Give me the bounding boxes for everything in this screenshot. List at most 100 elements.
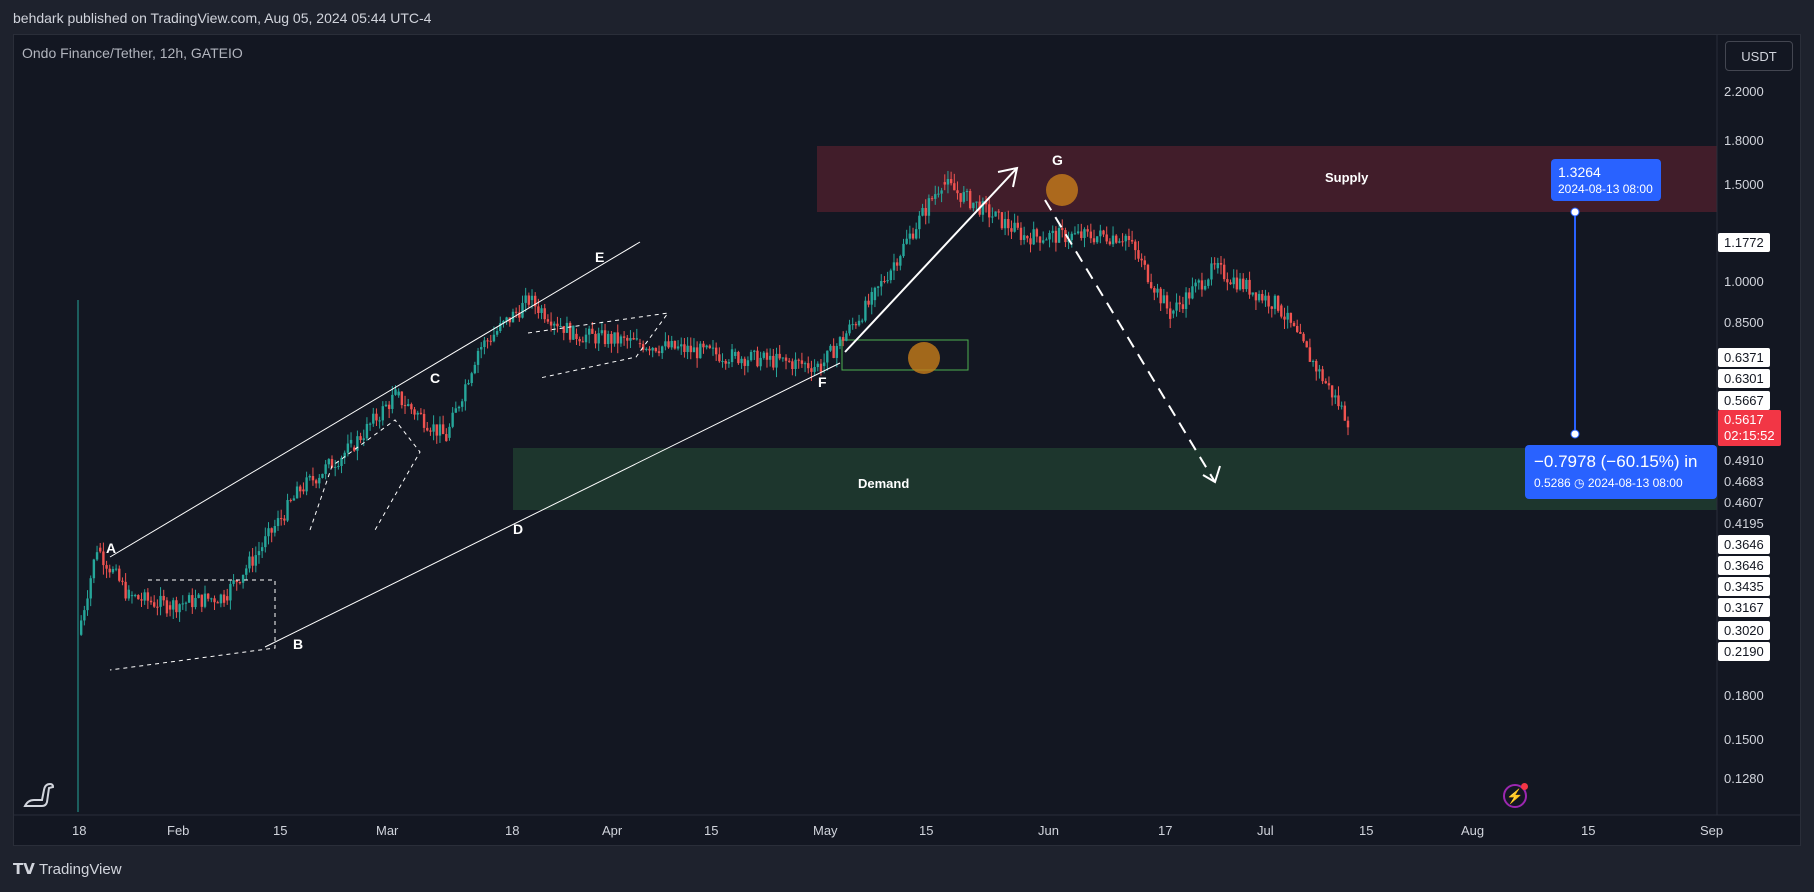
candle-body (1019, 227, 1023, 240)
candle-body (1010, 228, 1013, 232)
candle-body (680, 344, 683, 347)
candle-body (807, 363, 810, 369)
candle-body (467, 383, 470, 385)
candle-body (645, 348, 648, 350)
dino-icon[interactable] (22, 776, 56, 810)
footer-bar (0, 846, 1814, 892)
candle-body (584, 334, 588, 343)
marker-f-circle (908, 342, 940, 374)
arrow-down-head (1202, 465, 1221, 484)
point-e-label: E (595, 249, 605, 265)
candle-body (1086, 229, 1089, 232)
candle-body (79, 620, 83, 635)
currency-unit-button[interactable]: USDT (1725, 41, 1793, 71)
candle-body (572, 325, 575, 340)
candle-body (972, 202, 975, 209)
candle-body (1308, 347, 1312, 362)
candle-body (756, 350, 759, 367)
candle-body (410, 404, 413, 410)
candle-body (1016, 222, 1019, 228)
candle-body (130, 595, 134, 597)
x-tick-label: Apr (602, 823, 623, 838)
candle-body (505, 317, 508, 321)
arrow-up-line (844, 167, 1018, 353)
y-tick-label: 1.8000 (1724, 133, 1764, 148)
measure-target: 0.5286 ◷ 2024-08-13 08:00 (1534, 476, 1683, 490)
candle-body (937, 193, 940, 195)
candle-body (324, 464, 327, 474)
candle-body (1276, 295, 1280, 311)
tradingview-logo[interactable]: 𝗧𝗩 TradingView (13, 860, 122, 878)
candle-body (667, 341, 670, 348)
candle-body (1042, 240, 1045, 243)
x-tick-label: 17 (1158, 823, 1173, 838)
candle-body (219, 594, 223, 604)
candle-body (330, 459, 334, 468)
candle-body (1321, 369, 1324, 382)
candle-body (349, 439, 353, 444)
candle-body (1137, 250, 1140, 259)
point-g-label: G (1052, 152, 1063, 168)
candle-body (616, 332, 619, 344)
candle-body (146, 592, 150, 601)
candle-body (1092, 238, 1096, 243)
candle-body (343, 452, 346, 458)
point-c-label: C (430, 370, 441, 386)
candle-body (1108, 241, 1112, 245)
candle-body (661, 346, 664, 354)
y-tick-label: 0.1800 (1724, 688, 1764, 703)
candle-body (737, 351, 740, 364)
candle-body (438, 424, 442, 436)
candle-body (445, 434, 448, 442)
candle-body (356, 436, 359, 451)
lightning-icon[interactable]: ⚡ (1503, 783, 1528, 808)
axis-price-label: 0.4910 (1724, 453, 1764, 468)
candle-body (578, 338, 581, 342)
candle-body (241, 574, 245, 583)
candle-body (495, 331, 499, 335)
candle-body (1124, 235, 1127, 242)
candle-body (1076, 231, 1080, 234)
candle-body (397, 391, 400, 396)
candle-body (540, 308, 543, 314)
candle-body (1213, 263, 1216, 265)
candle-body (362, 438, 365, 441)
candle-body (489, 340, 492, 342)
candle-body (975, 201, 978, 203)
candle-body (876, 286, 880, 288)
candle-body (1305, 341, 1308, 348)
candle-body (772, 355, 775, 368)
candle-body (730, 349, 734, 363)
candle-body (657, 351, 661, 354)
candle-body (959, 193, 962, 202)
candle-body (699, 343, 702, 359)
candle-body (1334, 395, 1337, 398)
candle-body (124, 581, 127, 599)
candle-body (216, 602, 219, 604)
candle-body (838, 337, 842, 346)
candle-body (441, 424, 445, 435)
axis-price-label: 0.2190 (1718, 642, 1770, 661)
candle-body (476, 350, 480, 365)
candle-body (333, 466, 337, 468)
candle-body (686, 345, 689, 353)
candle-body (1207, 279, 1210, 286)
candle-body (597, 333, 600, 344)
candle-body (1289, 312, 1293, 323)
candle-body (530, 295, 534, 301)
candle-body (683, 344, 686, 353)
candle-body (534, 295, 537, 307)
candle-body (184, 602, 188, 604)
axis-price-label: 0.5667 (1718, 391, 1770, 410)
candle-body (870, 292, 873, 305)
candle-body (156, 606, 159, 608)
candle-body (422, 413, 426, 428)
candle-body (381, 406, 384, 421)
candle-body (314, 480, 318, 484)
candle-body (921, 207, 924, 216)
candle-body (283, 518, 286, 521)
candle-body (565, 322, 569, 333)
point-b-label: B (293, 636, 304, 652)
candle-body (721, 360, 724, 362)
